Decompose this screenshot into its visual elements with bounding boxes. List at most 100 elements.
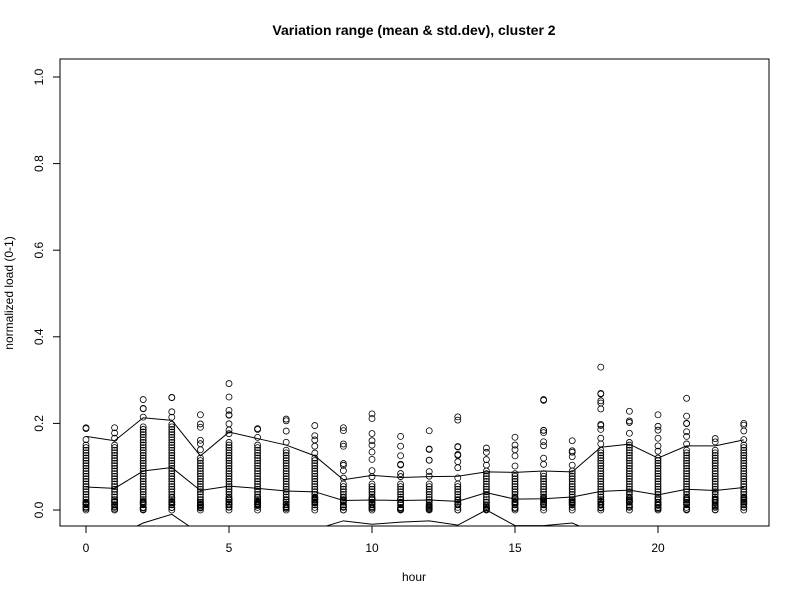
data-point [282,472,290,480]
data-point [683,504,690,511]
data-point [254,444,262,452]
data-point [626,485,633,493]
data-point [482,456,490,463]
data-point [225,467,233,475]
data-point [139,413,147,421]
data-point [168,454,176,462]
data-point [225,454,233,462]
data-point [482,478,490,485]
data-point [397,452,405,460]
data-point-max [425,427,433,435]
data-point [626,494,633,502]
x-axis-label: hour [402,570,426,584]
data-point [397,460,405,468]
data-point [540,485,547,493]
data-point [339,474,347,482]
data-point [311,478,319,485]
data-point [282,467,290,475]
data-point [626,467,633,475]
data-point [540,438,547,446]
data-point [196,459,204,467]
data-point [168,497,176,505]
data-point [425,445,433,453]
data-point [82,449,90,457]
data-point-max [597,363,605,371]
x-tick-label: 0 [83,541,90,555]
data-point [339,461,347,469]
data-point [482,493,490,501]
data-point [168,452,176,459]
data-point [683,419,690,427]
data-point [597,390,605,398]
data-point [254,500,262,507]
data-point [397,491,405,498]
data-point [425,456,433,464]
data-point [311,506,319,514]
data-point [282,475,290,483]
data-point [111,454,118,462]
data-point [397,480,405,488]
data-point [397,485,405,493]
data-point [540,491,547,498]
data-point [168,459,176,467]
data-point [139,505,147,513]
data-point [626,457,633,465]
data-point [82,485,90,493]
data-point [225,449,233,457]
data-point [711,449,719,457]
data-point [597,478,605,485]
chart-title: Variation range (mean & std.dev), cluste… [272,22,555,38]
data-point [168,446,176,454]
data-point [654,483,662,491]
data-point [397,488,405,496]
data-point [168,496,176,504]
data-point [139,405,147,413]
data-point [683,496,690,504]
data-point [111,457,118,465]
data-point [139,488,147,496]
data-point [111,441,118,449]
data-point [740,459,748,467]
data-point [339,467,347,475]
data-point [282,417,290,425]
data-point [454,485,462,493]
data-point [196,467,204,475]
data-point [425,480,433,488]
data-point [196,470,204,478]
data-point [482,488,490,496]
data-point [111,505,118,513]
data-point [139,480,147,488]
data-point [82,441,90,449]
data-point [597,504,605,512]
y-tick-label: 0.8 [32,155,46,172]
data-point [568,447,576,455]
data-point [368,480,376,488]
data-point [626,441,633,449]
data-point [168,475,176,483]
x-tick-label: 10 [365,541,379,555]
data-point [683,478,690,485]
data-point [368,491,376,498]
data-point [168,491,176,498]
data-point [368,430,376,437]
data-point [368,473,376,481]
data-point [425,488,433,496]
data-point [82,475,90,483]
data-point [540,504,547,511]
data-point [654,470,662,478]
data-point [540,454,547,462]
data-point [654,422,662,430]
data-point [397,501,405,509]
data-point [597,467,605,475]
data-point [311,457,319,465]
data-point [196,454,204,462]
data-point [225,411,233,419]
data-point [139,444,147,452]
data-point [683,440,690,448]
data-point [626,439,633,446]
data-point [711,462,719,470]
data-point [597,457,605,465]
data-point [654,459,662,467]
data-point [311,483,319,491]
data-point [311,475,319,483]
